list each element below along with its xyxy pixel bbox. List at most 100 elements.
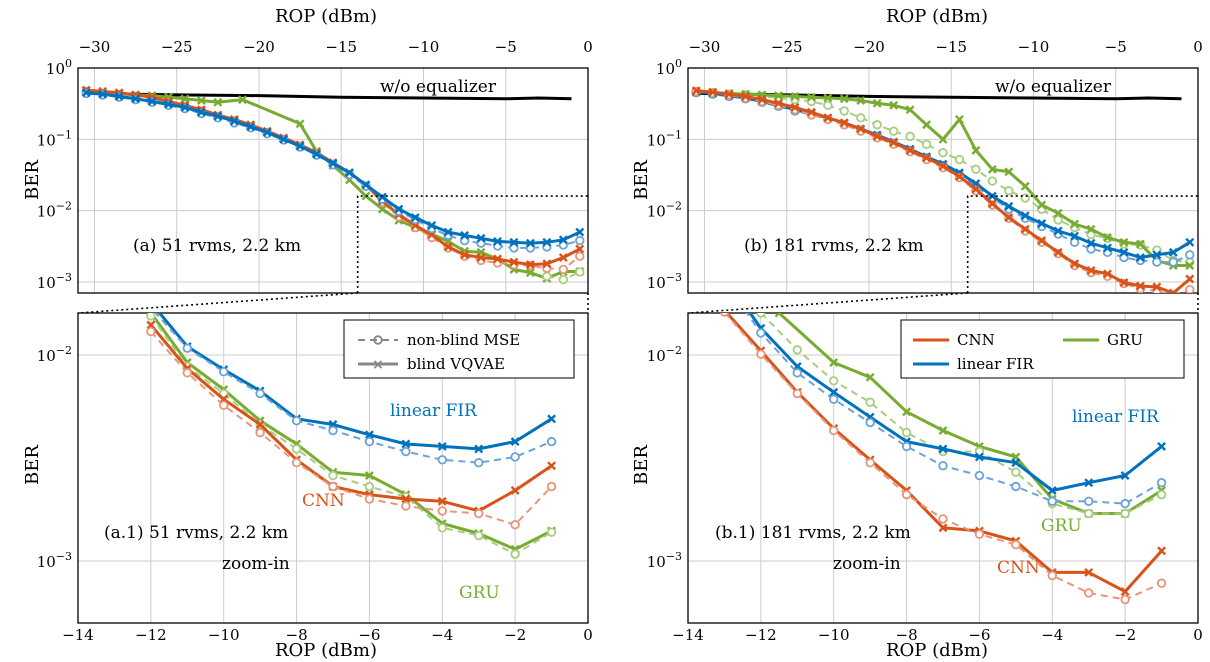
marker-gru_blind [295, 119, 305, 129]
marker-gru_blind [238, 95, 247, 105]
annotation-a1: (a.1) 51 rvms, 2.2 km [104, 523, 288, 543]
marker-fir_mse [938, 461, 948, 471]
marker-fir_blind [474, 444, 484, 454]
label-cnn-a1: CNN [302, 491, 345, 511]
series-line-cnn_blind [149, 323, 553, 513]
marker-gru_blind [1185, 261, 1195, 270]
x-tick-label: −10 [1018, 38, 1050, 56]
marker-fir_blind [377, 192, 387, 202]
marker-gru_blind [774, 313, 784, 318]
marker-fir_blind [525, 238, 535, 248]
marker-fir_mse [865, 417, 875, 428]
legend-blind: blind VQVAE [407, 355, 505, 373]
x-tick-label: −12 [135, 626, 167, 644]
series-line-noeq [696, 91, 1182, 101]
marker-fir_blind [547, 414, 557, 424]
marker-gru_mse [575, 267, 585, 277]
marker-fir_blind [164, 99, 173, 109]
marker-gru_mse [1084, 508, 1094, 519]
marker-cnn_blind [476, 253, 486, 262]
panel-b1-zoom: −14 −12 −10 −8 −6 −4 −2 0 10−2 10−3 [647, 273, 1203, 644]
marker-cnn_blind [1119, 278, 1129, 288]
marker-cnn_blind [558, 253, 568, 262]
marker-gru_blind [774, 91, 783, 101]
marker-gru_mse [328, 470, 338, 481]
marker-fir_blind [721, 273, 728, 280]
marker-fir_blind [213, 111, 223, 121]
marker-cnn_mse [938, 514, 948, 524]
marker-fir_mse [111, 262, 119, 270]
x-tick-label: −30 [79, 38, 111, 56]
marker-cnn_mse [255, 427, 265, 438]
series-line-gru_mse [150, 315, 553, 556]
marker-cnn_blind [708, 87, 718, 97]
marker-cnn_mse [510, 520, 520, 530]
marker-fir_blind [1020, 211, 1030, 221]
marker-gru_mse [510, 549, 520, 559]
x-tick-label: −8 [896, 626, 918, 644]
marker-fir_mse [219, 367, 229, 377]
marker-fir_blind [262, 127, 272, 137]
top-xlabel-a: ROP (dBm) [275, 6, 377, 27]
marker-fir_mse [1084, 496, 1094, 506]
marker-gru_blind [1070, 219, 1080, 229]
x-tick-label: −15 [325, 38, 357, 56]
marker-fir_blind [575, 227, 585, 237]
marker-fir_mse [1047, 496, 1057, 506]
marker-fir_blind [295, 141, 305, 151]
marker-cnn_blind [509, 257, 519, 267]
marker-gru_mse [1011, 467, 1021, 477]
marker-cnn_blind [806, 107, 816, 117]
x-tick-label: −6 [968, 626, 990, 644]
marker-gru_mse [954, 154, 965, 165]
y-tick-label: 10−2 [647, 344, 682, 365]
marker-cnn_blind [922, 153, 931, 163]
marker-gru_mse [146, 313, 156, 321]
panel-a1-zoom: −14 −12 −10 −8 −6 −4 −2 0 10−2 10−3 [37, 262, 593, 644]
marker-cnn_blind [889, 138, 899, 148]
y-tick-label: 10−2 [37, 200, 72, 221]
marker-fir_blind [829, 387, 839, 397]
marker-fir_blind [401, 439, 411, 449]
marker-cnn_mse [575, 251, 585, 261]
marker-cnn_blind [1103, 269, 1112, 279]
marker-fir_blind [437, 441, 447, 451]
plot-frame [687, 312, 1199, 624]
marker-gru_blind [971, 145, 981, 155]
plot-frame [77, 67, 589, 294]
marker-fir_blind [98, 89, 108, 99]
marker-cnn_blind [938, 161, 948, 171]
marker-fir_mse [792, 368, 802, 378]
marker-gru_blind [865, 372, 875, 382]
marker-gru_blind [1135, 239, 1145, 249]
ylabel-a: BER [22, 160, 43, 200]
marker-cnn_mse [1185, 284, 1195, 293]
annotation-b: (b) 181 rvms, 2.2 km [744, 236, 924, 256]
marker-fir_blind [114, 91, 124, 101]
y-tick-label: 10−3 [647, 550, 682, 571]
zoom-box-b [966, 195, 1198, 293]
marker-fir_blind [1011, 458, 1021, 468]
marker-fir_blind [1135, 253, 1145, 262]
marker-fir_mse [1185, 250, 1195, 260]
marker-cnn_mse [865, 458, 875, 468]
marker-fir_blind [1120, 471, 1130, 480]
marker-cnn_blind [1086, 265, 1096, 275]
marker-cnn_blind [1084, 567, 1094, 577]
marker-cnn_blind [955, 172, 964, 182]
marker-cnn_mse [546, 481, 557, 492]
marker-fir_blind [345, 168, 354, 178]
panel-b-overview: −30 −25 −20 −15 −10 −5 0 100 10−1 10−2 10−3 [647, 38, 1203, 294]
marker-gru_blind [196, 96, 206, 105]
marker-gru_mse [938, 147, 948, 158]
marker-gru_blind [1020, 181, 1030, 191]
marker-gru_mse [542, 271, 552, 282]
marker-cnn_mse [829, 425, 839, 436]
marker-fir_blind [196, 107, 206, 117]
x-tick-label: 0 [583, 38, 593, 56]
marker-fir_blind [1086, 238, 1096, 248]
marker-gru_blind [905, 105, 915, 115]
marker-gru_blind [823, 93, 833, 103]
marker-gru_mse [987, 176, 998, 186]
marker-gru_blind [213, 97, 223, 107]
